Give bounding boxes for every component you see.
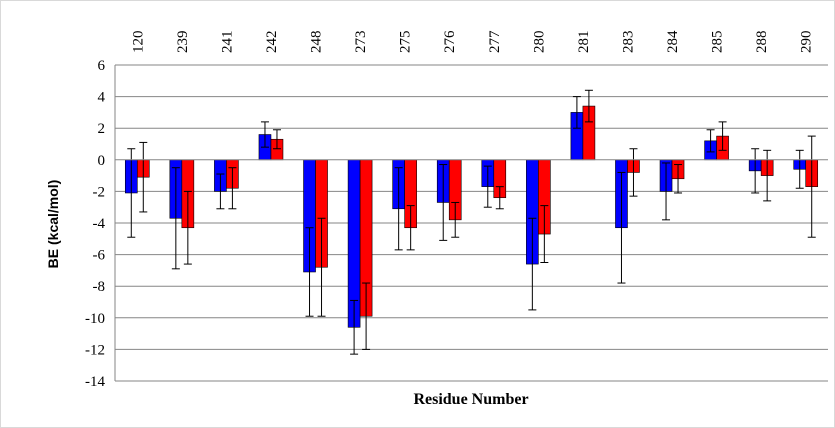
y-tick-label: -10 [85, 311, 105, 327]
error-bar [260, 121, 269, 148]
error-bar [807, 135, 816, 238]
x-tick-label: 284 [665, 30, 681, 53]
y-tick-label: -8 [93, 279, 106, 295]
x-tick-label: 242 [264, 31, 280, 54]
y-tick-label: 4 [98, 90, 106, 106]
error-bar [394, 167, 403, 251]
error-bar [674, 164, 683, 194]
x-tick-label: 120 [130, 31, 146, 54]
error-bar [584, 89, 593, 123]
x-tick-label: 288 [754, 31, 770, 54]
x-tick-label: 285 [710, 31, 726, 54]
error-bar [139, 141, 148, 213]
error-bar [528, 217, 537, 311]
x-tick-labels: 120 239 241 242 248 273 275 276 277 280 281 283 284 2… [130, 30, 814, 53]
error-bar [751, 148, 760, 194]
x-tick-label: 273 [353, 31, 369, 54]
y-tick-label: -2 [93, 184, 106, 200]
error-bar [718, 121, 727, 151]
error-bar [795, 149, 804, 189]
y-tick-label: 6 [98, 58, 106, 74]
axes [114, 65, 828, 381]
y-axis-title: BE (kcal/mol) [45, 180, 61, 269]
bars [124, 105, 819, 328]
y-tick-label: -6 [93, 248, 106, 264]
error-bar [127, 148, 136, 238]
gridlines [115, 64, 828, 382]
error-bar [439, 164, 448, 241]
error-bar [451, 201, 460, 238]
error-bar [540, 205, 549, 263]
error-bar [362, 282, 371, 350]
y-tick-labels: -14 -12 -10 -8 -6 -4 -2 0 2 4 6 [85, 58, 106, 390]
error-bar [495, 186, 504, 210]
y-tick-label: 2 [98, 121, 106, 137]
x-tick-label: 239 [175, 31, 191, 54]
x-tick-label: 275 [398, 31, 414, 54]
error-bar [216, 173, 225, 210]
error-bar [662, 162, 671, 221]
error-bars [127, 89, 816, 355]
x-tick-label: 283 [620, 31, 636, 54]
error-bar [350, 299, 359, 355]
error-bar [572, 96, 581, 129]
error-bar [228, 167, 237, 210]
error-bar [171, 167, 180, 270]
x-tick-label: 241 [219, 31, 235, 54]
x-tick-label: 280 [531, 31, 547, 54]
x-tick-label: 281 [576, 31, 592, 54]
error-bar [629, 148, 638, 197]
y-tick-label: -12 [85, 342, 105, 358]
error-bar [406, 205, 415, 251]
y-tick-label: -14 [85, 374, 105, 390]
y-tick-label: -4 [93, 216, 106, 232]
error-bar [305, 227, 314, 317]
x-tick-label: 277 [487, 30, 503, 53]
error-bar [183, 190, 192, 265]
error-bar [317, 217, 326, 317]
y-tick-label: 0 [98, 153, 106, 169]
error-bar [272, 129, 281, 150]
error-bar [483, 165, 492, 208]
x-axis-title: Residue Number [413, 391, 528, 408]
error-bar [617, 171, 626, 284]
error-bar [706, 129, 715, 153]
x-tick-label: 290 [799, 31, 815, 54]
x-tick-label: 276 [442, 30, 458, 53]
x-tick-label: 248 [309, 31, 325, 54]
error-bar [763, 149, 772, 202]
